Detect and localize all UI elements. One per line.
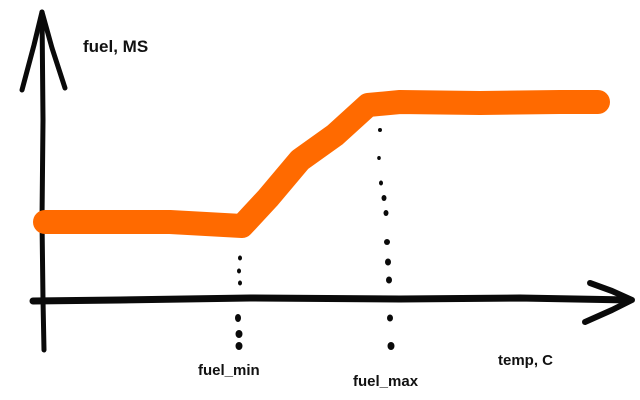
fuel-max-dotted-line: [377, 128, 395, 350]
x-axis-label: temp, C: [498, 352, 554, 369]
x-axis-arrowhead: [582, 280, 635, 325]
y-axis-arrowhead: [19, 9, 68, 93]
y-axis-label: fuel, MS: [83, 37, 149, 56]
fuel-max-label: fuel_max: [353, 373, 419, 390]
fuel-curve: [33, 90, 610, 238]
x-axis-line: [29, 294, 634, 305]
fuel-min-label: fuel_min: [198, 362, 260, 379]
fuel-min-dotted-line: [235, 255, 243, 350]
